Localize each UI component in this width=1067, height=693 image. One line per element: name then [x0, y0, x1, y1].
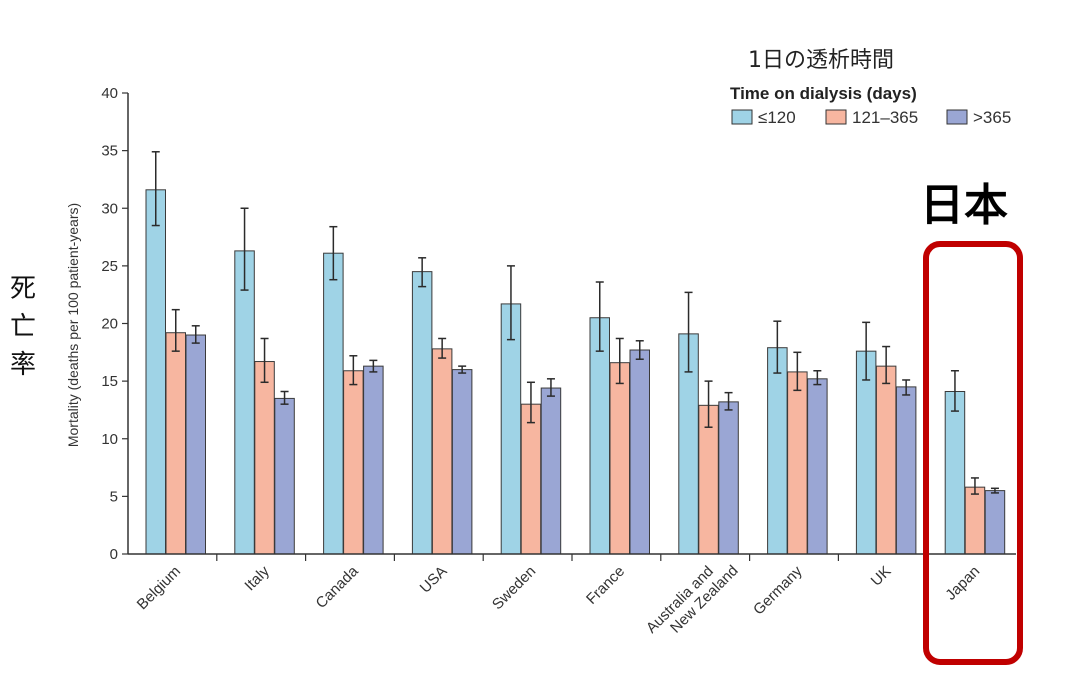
legend-swatch: [825, 109, 847, 125]
bar-belgium-s2: [185, 334, 206, 555]
japanese-y-label: 死亡率: [10, 274, 36, 380]
legend-swatch: [731, 109, 753, 125]
bar-japan-s1: [964, 486, 986, 555]
x-category-text: Australia andNew Zealand: [643, 550, 742, 649]
x-category-text: Italy: [241, 562, 273, 594]
legend-label: >365: [973, 108, 1011, 127]
x-category-label: Canada: [313, 562, 363, 612]
japan-label-japanese: 日本: [920, 180, 1008, 231]
bar-italy-s1: [254, 361, 275, 555]
y-tick-label: 20: [101, 316, 118, 333]
x-category-label: USA: [417, 563, 451, 597]
x-category-line: Belgium: [134, 563, 184, 613]
bar-france-s2: [629, 349, 650, 555]
legend: ≤120 121–365 >365: [731, 108, 1011, 127]
x-category-label: Japan: [942, 563, 983, 604]
x-category-text: UK: [868, 563, 895, 590]
legend-swatch: [946, 109, 968, 125]
bar-france-s0: [589, 317, 610, 555]
x-category-line: USA: [417, 563, 451, 597]
bar-japan-s2: [984, 490, 1006, 555]
bar-italy-s0: [234, 250, 255, 555]
bar-uk-s2: [895, 386, 917, 555]
x-category-label: France: [583, 563, 628, 608]
japanese-y-label-char: 死: [10, 274, 36, 304]
x-category-text: France: [583, 563, 628, 608]
bar-usa-s2: [451, 369, 473, 555]
x-category-line: Italy: [241, 562, 273, 594]
bar-sweden-s0: [500, 303, 522, 555]
x-category-label: Australia andNew Zealand: [643, 550, 742, 649]
japan-highlight-box: [923, 241, 1023, 665]
bar-usa-s0: [411, 271, 433, 555]
japanese-y-label-char: 率: [10, 350, 36, 380]
y-tick-label: 5: [110, 488, 118, 505]
bar-canada-s0: [323, 252, 344, 555]
x-category-line: UK: [868, 563, 895, 590]
bar-uk-s1: [875, 365, 897, 555]
x-category-label: Italy: [241, 562, 273, 594]
x-category-label: UK: [868, 563, 895, 590]
bar-uk-s0: [855, 350, 877, 555]
japanese-y-label-char: 亡: [10, 312, 36, 342]
y-tick-label: 40: [101, 85, 118, 102]
x-category-line: Japan: [942, 563, 983, 604]
x-category-text: USA: [417, 563, 451, 597]
y-tick-label: 10: [101, 431, 118, 448]
error-bars-layer: [151, 151, 999, 495]
bar-france-s1: [609, 362, 630, 555]
y-axis-label: Mortality (deaths per 100 patient-years): [65, 203, 81, 447]
bar-germany-s2: [807, 378, 828, 555]
bars-layer: [145, 189, 1006, 555]
x-category-label: Sweden: [489, 563, 539, 613]
bar-germany-s0: [767, 347, 788, 555]
legend-caption-japanese: 1日の透析時間: [748, 48, 894, 73]
bar-germany-s1: [787, 371, 808, 555]
legend-label: 121–365: [852, 108, 918, 127]
y-tick-label: 35: [101, 143, 118, 160]
y-tick-label: 15: [101, 373, 118, 390]
x-category-labels: Belgium Italy Canada USA Sweden France Austral…: [134, 550, 983, 649]
y-ticks: 0 5 10 15 20 25 30 35 40: [101, 85, 128, 563]
x-category-line: France: [583, 563, 628, 608]
x-category-line: Germany: [750, 562, 806, 618]
bar-belgium-s1: [165, 332, 186, 555]
legend-label: ≤120: [758, 108, 796, 127]
bar-sweden-s1: [520, 403, 542, 555]
x-category-text: Japan: [942, 563, 983, 604]
bar-usa-s1: [431, 348, 453, 555]
y-tick-label: 25: [101, 258, 118, 275]
legend-title: Time on dialysis (days): [730, 84, 917, 103]
bar-belgium-s0: [145, 189, 166, 555]
x-category-text: Germany: [750, 562, 806, 618]
y-tick-label: 0: [110, 546, 118, 563]
bar-australia-and-new-zealand-s2: [718, 401, 739, 555]
bar-canada-s1: [343, 370, 364, 555]
x-category-text: Sweden: [489, 563, 539, 613]
x-category-line: Sweden: [489, 563, 539, 613]
bar-italy-s2: [274, 397, 295, 555]
bar-japan-s0: [944, 390, 966, 555]
x-category-line: Canada: [313, 562, 363, 612]
bar-canada-s2: [363, 365, 384, 555]
x-category-text: Canada: [313, 562, 363, 612]
y-tick-label: 30: [101, 200, 118, 217]
x-category-text: Belgium: [134, 563, 184, 613]
x-category-label: Belgium: [134, 563, 184, 613]
bar-sweden-s2: [540, 387, 562, 555]
x-category-label: Germany: [750, 562, 806, 618]
